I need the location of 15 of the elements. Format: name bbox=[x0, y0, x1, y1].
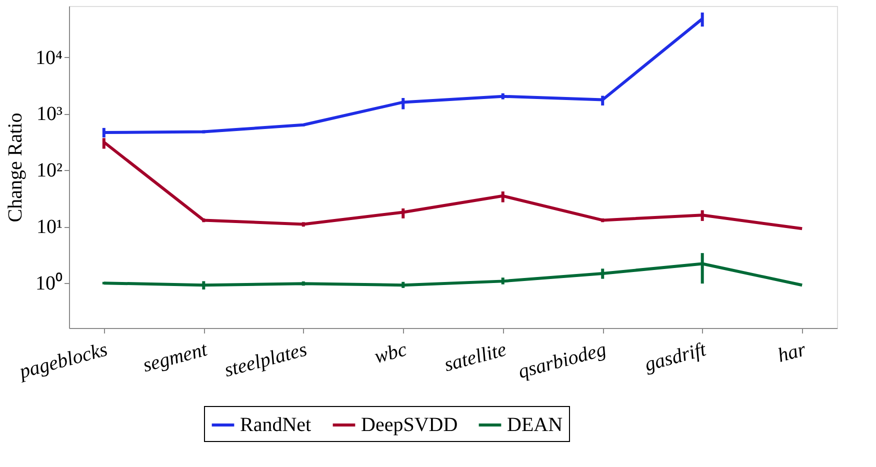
x-tick-label: har bbox=[775, 338, 808, 367]
x-tick-label: steelplates bbox=[222, 338, 310, 382]
legend-label: RandNet bbox=[240, 414, 312, 436]
legend-label: DEAN bbox=[507, 414, 563, 436]
y-tick-label: 10³ bbox=[36, 103, 62, 126]
x-tick-label: segment bbox=[140, 338, 210, 377]
y-tick-label: 10² bbox=[36, 160, 62, 182]
legend-label: DeepSVDD bbox=[361, 414, 458, 436]
y-tick-label: 10⁰ bbox=[36, 272, 62, 295]
x-tick-label: satellite bbox=[442, 338, 509, 376]
y-tick-label: 10⁴ bbox=[36, 46, 63, 69]
y-tick-label: 10¹ bbox=[36, 216, 62, 238]
x-tick-label: wbc bbox=[372, 338, 410, 368]
y-axis-title: Change Ratio bbox=[4, 112, 26, 222]
x-tick-label: gasdrift bbox=[642, 338, 709, 376]
